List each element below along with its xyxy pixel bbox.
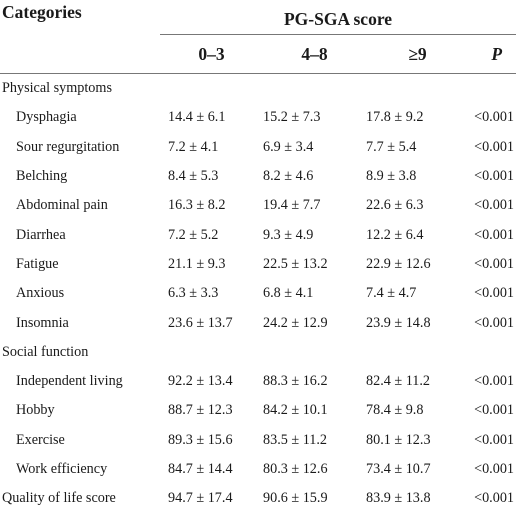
pg-sga-group-header: PG-SGA score xyxy=(160,0,516,35)
value-ge-9: 23.9 ± 14.8 xyxy=(366,308,469,337)
value-ge-9: 22.6 ± 6.3 xyxy=(366,191,469,220)
row-label: Anxious xyxy=(0,279,160,308)
p-value: <0.001 xyxy=(469,455,516,484)
value-4-8: 9.3 ± 4.9 xyxy=(263,220,366,249)
row-label: Insomnia xyxy=(0,308,160,337)
row-label: Work efficiency xyxy=(0,455,160,484)
row-label: Quality of life score xyxy=(0,484,160,513)
p-value: <0.001 xyxy=(469,308,516,337)
row-label: Belching xyxy=(0,162,160,191)
value-4-8: 24.2 ± 12.9 xyxy=(263,308,366,337)
value-ge-9: 22.9 ± 12.6 xyxy=(366,250,469,279)
row-label: Dysphagia xyxy=(0,103,160,132)
row-label: Exercise xyxy=(0,426,160,455)
column-header-0-3: 0–3 xyxy=(160,35,263,74)
value-4-8: 6.8 ± 4.1 xyxy=(263,279,366,308)
value-0-3: 94.7 ± 17.4 xyxy=(160,484,263,513)
value-0-3: 21.1 ± 9.3 xyxy=(160,250,263,279)
value-ge-9: 7.7 ± 5.4 xyxy=(366,133,469,162)
value-ge-9: 78.4 ± 9.8 xyxy=(366,396,469,425)
row-label: Fatigue xyxy=(0,250,160,279)
value-0-3: 89.3 ± 15.6 xyxy=(160,426,263,455)
value-0-3: 6.3 ± 3.3 xyxy=(160,279,263,308)
column-header-ge-9: ≥9 xyxy=(366,35,469,74)
row-label: Diarrhea xyxy=(0,220,160,249)
p-value: <0.001 xyxy=(469,162,516,191)
value-ge-9: 73.4 ± 10.7 xyxy=(366,455,469,484)
value-ge-9: 82.4 ± 11.2 xyxy=(366,367,469,396)
row-label: Abdominal pain xyxy=(0,191,160,220)
p-value: <0.001 xyxy=(469,484,516,513)
value-ge-9: 7.4 ± 4.7 xyxy=(366,279,469,308)
categories-header: Categories xyxy=(0,0,160,74)
p-value: <0.001 xyxy=(469,367,516,396)
value-4-8: 80.3 ± 12.6 xyxy=(263,455,366,484)
column-header-p: P xyxy=(469,35,516,74)
value-4-8: 15.2 ± 7.3 xyxy=(263,103,366,132)
value-ge-9: 80.1 ± 12.3 xyxy=(366,426,469,455)
p-value: <0.001 xyxy=(469,133,516,162)
row-label: Sour regurgitation xyxy=(0,133,160,162)
value-ge-9: 17.8 ± 9.2 xyxy=(366,103,469,132)
value-ge-9: 83.9 ± 13.8 xyxy=(366,484,469,513)
row-label: Independent living xyxy=(0,367,160,396)
value-0-3: 23.6 ± 13.7 xyxy=(160,308,263,337)
value-0-3: 14.4 ± 6.1 xyxy=(160,103,263,132)
section-row: Social function xyxy=(0,338,516,367)
section-row: Physical symptoms xyxy=(0,74,516,104)
p-value: <0.001 xyxy=(469,191,516,220)
value-4-8: 90.6 ± 15.9 xyxy=(263,484,366,513)
p-value: <0.001 xyxy=(469,396,516,425)
section-title: Physical symptoms xyxy=(0,74,516,104)
value-4-8: 19.4 ± 7.7 xyxy=(263,191,366,220)
p-value: <0.001 xyxy=(469,250,516,279)
section-title: Social function xyxy=(0,338,516,367)
value-4-8: 8.2 ± 4.6 xyxy=(263,162,366,191)
value-ge-9: 8.9 ± 3.8 xyxy=(366,162,469,191)
value-0-3: 8.4 ± 5.3 xyxy=(160,162,263,191)
row-label: Hobby xyxy=(0,396,160,425)
value-0-3: 7.2 ± 4.1 xyxy=(160,133,263,162)
p-value: <0.001 xyxy=(469,220,516,249)
p-value: <0.001 xyxy=(469,426,516,455)
value-4-8: 6.9 ± 3.4 xyxy=(263,133,366,162)
value-4-8: 88.3 ± 16.2 xyxy=(263,367,366,396)
p-value: <0.001 xyxy=(469,279,516,308)
value-0-3: 88.7 ± 12.3 xyxy=(160,396,263,425)
value-0-3: 16.3 ± 8.2 xyxy=(160,191,263,220)
value-0-3: 92.2 ± 13.4 xyxy=(160,367,263,396)
p-value: <0.001 xyxy=(469,103,516,132)
value-0-3: 84.7 ± 14.4 xyxy=(160,455,263,484)
value-0-3: 7.2 ± 5.2 xyxy=(160,220,263,249)
column-header-4-8: 4–8 xyxy=(263,35,366,74)
value-4-8: 83.5 ± 11.2 xyxy=(263,426,366,455)
value-ge-9: 12.2 ± 6.4 xyxy=(366,220,469,249)
value-4-8: 22.5 ± 13.2 xyxy=(263,250,366,279)
value-4-8: 84.2 ± 10.1 xyxy=(263,396,366,425)
